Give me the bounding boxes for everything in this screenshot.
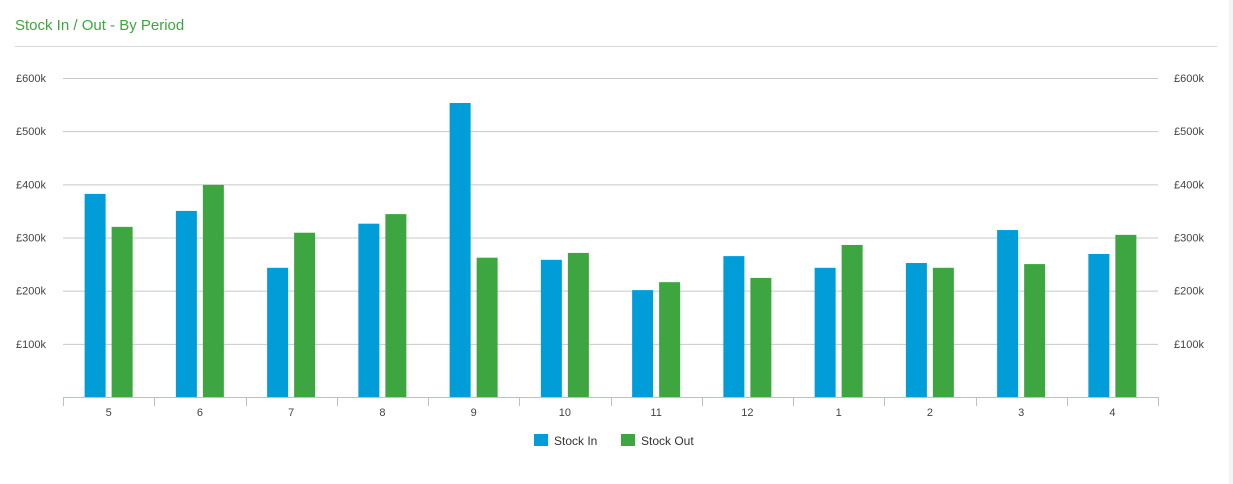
- legend-swatch-stock-out[interactable]: [621, 434, 635, 446]
- x-tick-label: 6: [197, 407, 203, 419]
- gridlines: [63, 78, 1158, 345]
- legend: Stock In Stock Out: [534, 434, 694, 448]
- bar-stock-out[interactable]: [476, 257, 498, 397]
- panel-edge: [1229, 0, 1233, 484]
- y-tick-label-left: £300k: [16, 233, 46, 245]
- y-tick-label-right: £600k: [1174, 73, 1204, 85]
- bar-stock-out[interactable]: [567, 252, 589, 397]
- y-tick-label-right: £100k: [1174, 339, 1204, 351]
- bar-stock-out[interactable]: [841, 244, 863, 397]
- x-tick-label: 4: [1109, 407, 1115, 419]
- x-tick-label: 8: [379, 407, 385, 419]
- bar-stock-in[interactable]: [1088, 253, 1110, 397]
- bar-stock-out[interactable]: [1024, 264, 1046, 397]
- y-tick-label-left: £600k: [16, 73, 46, 85]
- bar-stock-out[interactable]: [750, 277, 772, 397]
- x-tick-label: 5: [106, 407, 112, 419]
- y-tick-label-left: £100k: [16, 339, 46, 351]
- title-divider: [15, 46, 1217, 47]
- bars: [84, 102, 1137, 397]
- bar-stock-out[interactable]: [294, 232, 316, 397]
- bar-stock-out[interactable]: [385, 214, 407, 397]
- bar-stock-out[interactable]: [111, 226, 133, 397]
- bar-stock-in[interactable]: [267, 267, 289, 397]
- x-axis: 5 6 7 8 9 10 11 12 1 2 3 4: [63, 397, 1159, 419]
- y-tick-label-left: £400k: [16, 179, 46, 191]
- x-tick-label: 9: [471, 407, 477, 419]
- bar-stock-in[interactable]: [449, 102, 471, 397]
- bar-stock-in[interactable]: [814, 267, 836, 397]
- bar-stock-out[interactable]: [659, 282, 681, 397]
- bar-stock-in[interactable]: [905, 263, 927, 397]
- x-tick-label: 10: [559, 407, 571, 419]
- bar-stock-in[interactable]: [358, 223, 380, 397]
- y-tick-label-right: £200k: [1174, 286, 1204, 298]
- x-tick-label: 11: [650, 407, 661, 419]
- bar-stock-in[interactable]: [175, 210, 197, 397]
- bar-stock-in[interactable]: [632, 290, 654, 397]
- bar-stock-in[interactable]: [723, 256, 745, 397]
- bar-stock-out[interactable]: [1115, 234, 1137, 397]
- x-tick-label: 3: [1018, 407, 1024, 419]
- y-tick-label-right: £300k: [1174, 233, 1204, 245]
- x-tick-label: 12: [741, 407, 753, 419]
- x-tick-label: 2: [927, 407, 933, 419]
- y-axis-right: £100k £200k £300k £400k £500k £600k: [1174, 73, 1204, 351]
- legend-swatch-stock-in[interactable]: [534, 434, 548, 446]
- y-tick-label-left: £200k: [16, 286, 46, 298]
- panel-title: Stock In / Out - By Period: [15, 17, 185, 34]
- y-tick-label-right: £500k: [1174, 126, 1204, 138]
- bar-stock-in[interactable]: [997, 230, 1019, 397]
- legend-label-stock-out[interactable]: Stock Out: [641, 434, 694, 448]
- legend-label-stock-in[interactable]: Stock In: [554, 434, 597, 448]
- bar-stock-in[interactable]: [84, 193, 106, 397]
- bar-stock-out[interactable]: [932, 267, 954, 397]
- x-tick-label: 7: [288, 407, 294, 419]
- y-axis-left: £100k £200k £300k £400k £500k £600k: [16, 73, 46, 351]
- bar-stock-in[interactable]: [540, 259, 562, 397]
- bar-stock-out[interactable]: [202, 184, 224, 397]
- y-tick-label-left: £500k: [16, 126, 46, 138]
- y-tick-label-right: £400k: [1174, 179, 1204, 191]
- x-tick-label: 1: [836, 407, 842, 419]
